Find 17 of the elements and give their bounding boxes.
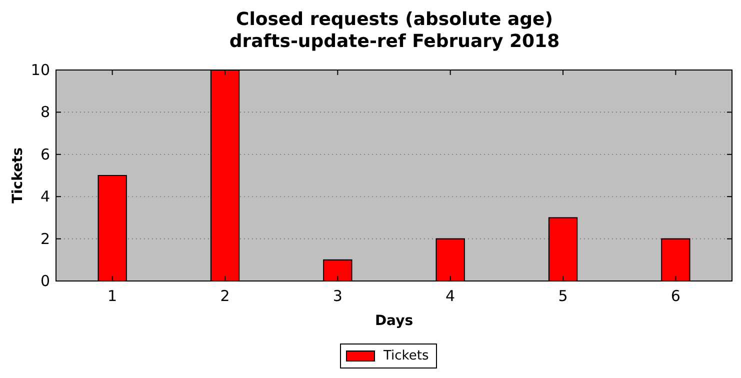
y-tick-label: 4 [40, 188, 50, 206]
legend-label: Tickets [382, 348, 429, 364]
y-tick-label: 6 [40, 145, 50, 164]
x-tick-label: 3 [332, 287, 342, 305]
x-tick-label: 2 [220, 287, 230, 305]
chart-subtitle: drafts-update-ref February 2018 [229, 31, 560, 52]
y-tick-label: 0 [40, 272, 50, 290]
x-tick-label: 5 [558, 287, 568, 305]
x-tick-label: 4 [446, 287, 456, 305]
y-tick-label: 8 [40, 103, 50, 122]
chart-title: Closed requests (absolute age) [236, 9, 553, 30]
x-axis-title: Days [374, 313, 414, 329]
y-axis-title: Tickets [10, 147, 26, 204]
x-tick-label: 6 [670, 287, 680, 305]
x-tick-label: 1 [108, 287, 118, 305]
y-tick-label: 10 [30, 61, 50, 79]
y-tick-label: 2 [40, 230, 50, 248]
